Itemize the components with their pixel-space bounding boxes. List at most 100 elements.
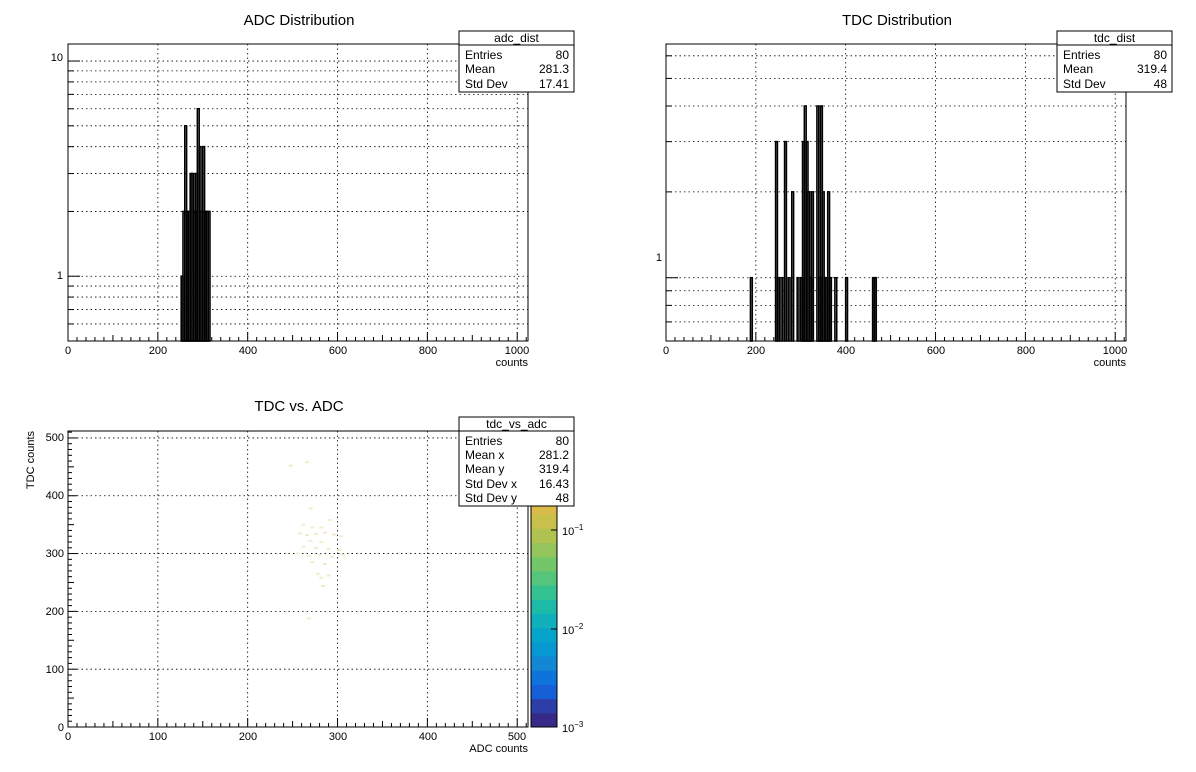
adc-bars [180,107,211,342]
stats-label: Std Dev x [465,477,517,491]
heatmap-cell [304,461,309,464]
heatmap-cell [331,533,336,536]
scatter-title: TDC vs. ADC [254,398,343,415]
scatter-y-axis-label: TDC counts [25,431,37,490]
colorbar-segment [531,556,557,572]
heatmap-cell [319,576,324,579]
heatmap-cell [319,526,324,529]
histogram-bar [207,210,211,342]
heatmap-cell [308,539,313,542]
scatter-y-tick-label: 300 [46,548,64,560]
scatter-y-tick-label: 400 [46,490,64,502]
heatmap-cell [328,519,333,522]
tdc-frame [665,43,1127,342]
stats-label: Std Dev y [465,491,517,505]
heatmap-cell [306,617,311,620]
scatter-x-tick-label: 500 [508,731,526,743]
scatter-y-tick-label: 200 [46,606,64,618]
stats-value: 80 [1154,48,1168,62]
stats-label: Mean [1063,62,1093,76]
heatmap-cell [301,523,306,526]
heatmap-cell [296,552,300,555]
colorbar [531,500,557,728]
heatmap-cell [339,535,344,538]
adc-stats-box: adc_dist Entries 80 Mean 281.3 Std Dev 1… [458,30,575,93]
stats-value: 17.41 [539,77,569,91]
colorbar-segment [531,613,557,629]
heatmap-cell [317,553,322,556]
stats-label: Entries [1063,48,1100,62]
heatmap-cell [288,464,293,467]
scatter-x-tick-label: 0 [65,731,71,743]
heatmap-cell [326,574,331,577]
histogram-bar [776,276,781,342]
adc-x-axis-label: counts [496,357,529,369]
scatter-cells [288,461,345,620]
stats-label: Mean [465,62,495,76]
scatter-x-tick-label: 400 [419,731,437,743]
scatter-x-axis [67,718,527,727]
colorbar-label: 10−3 [562,720,584,735]
tdc-x-axis [665,332,1125,341]
adc-x-tick-label: 1000 [505,345,529,357]
scatter-x-tick-label: 300 [329,731,347,743]
heatmap-cell [301,545,306,548]
tdc-stats-box: tdc_dist Entries 80 Mean 319.4 Std Dev 4… [1056,30,1173,93]
colorbar-segment [531,514,557,529]
tdc-x-tick-label: 1000 [1103,345,1127,357]
tdc-x-tick-label: 600 [927,345,945,357]
histogram-bar [796,276,800,342]
scatter-stats-box: tdc_vs_adc Entries 80 Mean x 281.2 Mean … [458,416,575,507]
heatmap-cell [322,531,327,534]
stats-value: 80 [556,434,570,448]
colorbar-segment [531,712,557,728]
tdc-x-tick-label: 0 [663,345,669,357]
histogram-bar [834,276,838,342]
colorbar-segment [531,599,557,614]
stats-label: Std Dev [1063,77,1106,91]
heatmap-cell [322,562,327,565]
scatter-panel: TDC vs. ADC 0 100 200 300 400 500 0 100 … [25,398,584,755]
stats-value: 281.2 [539,448,569,462]
svg-text:10−3: 10−3 [562,720,584,735]
heatmap-cell [308,507,313,510]
tdc-panel: TDC Distribution 0 200 400 600 800 1000 … [656,12,1173,369]
stats-label: Mean y [465,462,504,476]
stats-value: 16.43 [539,477,569,491]
scatter-y-tick-label: 0 [58,722,64,734]
scatter-x-axis-label: ADC counts [469,743,528,755]
histogram-bar [787,276,791,342]
heatmap-cell [313,546,318,549]
heatmap-cell [313,532,318,535]
histogram-bar [828,276,833,342]
heatmap-cell [310,561,315,564]
colorbar-label: 10−1 [562,523,584,538]
tdc-x-tick-label: 800 [1017,345,1035,357]
colorbar-segment [531,641,557,657]
adc-x-axis [67,332,527,341]
adc-x-tick-label: 0 [65,345,71,357]
tdc-x-axis-label: counts [1094,357,1127,369]
stats-label: Entries [465,48,502,62]
colorbar-segment [531,656,557,671]
tdc-title: TDC Distribution [842,12,952,29]
svg-text:10−1: 10−1 [562,523,584,538]
adc-title: ADC Distribution [244,12,355,29]
histogram-bar [810,191,815,342]
heatmap-cell [319,541,324,543]
heatmap-cell [304,534,309,537]
colorbar-segment [531,570,557,586]
scatter-x-tick-label: 100 [149,731,167,743]
heatmap-cell [310,526,315,529]
histogram-bar [873,276,878,342]
stats-value: 48 [556,491,570,505]
heatmap-cell [330,556,335,559]
heatmap-cell [340,553,345,556]
histogram-bar [844,276,849,342]
tdc-x-tick-label: 400 [837,345,855,357]
colorbar-segment [531,684,557,700]
heatmap-cell [315,572,320,575]
adc-y-tick-label: 10 [51,52,63,64]
heatmap-cell [321,584,326,587]
